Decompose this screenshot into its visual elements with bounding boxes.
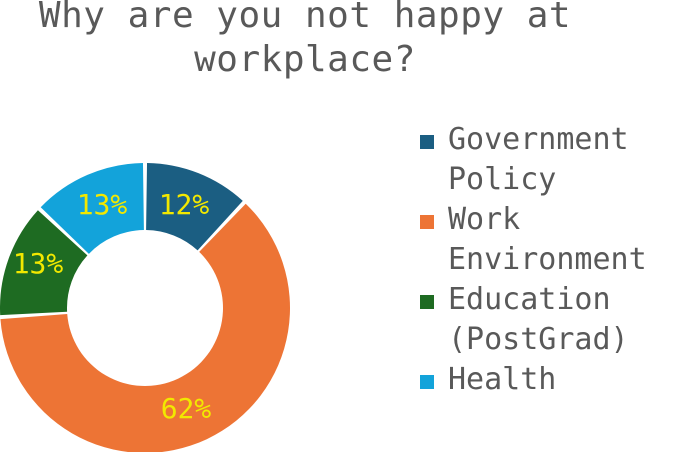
data-label: 13% xyxy=(13,247,64,280)
donut-slice-government-policy xyxy=(146,163,243,251)
legend-item: Education (PostGrad) xyxy=(420,280,685,360)
donut-slice-education-postgrad xyxy=(0,210,88,316)
legend-label: Government Policy xyxy=(448,122,629,197)
data-label: 12% xyxy=(159,188,210,221)
legend-item: Work Environment xyxy=(420,200,685,280)
data-label: 62% xyxy=(161,392,212,425)
legend-label: Education (PostGrad) xyxy=(448,282,629,357)
donut-slice-work-environment xyxy=(0,203,290,452)
legend-swatch xyxy=(420,375,434,389)
legend-item: Government Policy xyxy=(420,120,685,200)
donut-slice-health xyxy=(40,163,144,254)
legend-swatch xyxy=(420,135,434,149)
legend-swatch xyxy=(420,215,434,229)
chart-legend: Government Policy Work Environment Educati… xyxy=(420,120,685,400)
legend-item: Health xyxy=(420,360,685,400)
legend-label: Health xyxy=(448,362,557,397)
donut-chart: 12% 62% 13% 13% xyxy=(0,163,290,452)
legend-swatch xyxy=(420,295,434,309)
data-label: 13% xyxy=(77,188,128,221)
chart-title: Why are you not happy at workplace? xyxy=(38,0,572,80)
legend-label: Work Environment xyxy=(448,202,647,277)
